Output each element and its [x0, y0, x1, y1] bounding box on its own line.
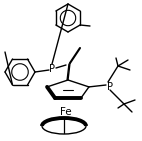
Text: P: P	[107, 82, 113, 92]
Text: Fe: Fe	[60, 107, 72, 117]
Text: P: P	[49, 64, 55, 74]
Polygon shape	[47, 80, 89, 98]
Ellipse shape	[42, 118, 86, 134]
